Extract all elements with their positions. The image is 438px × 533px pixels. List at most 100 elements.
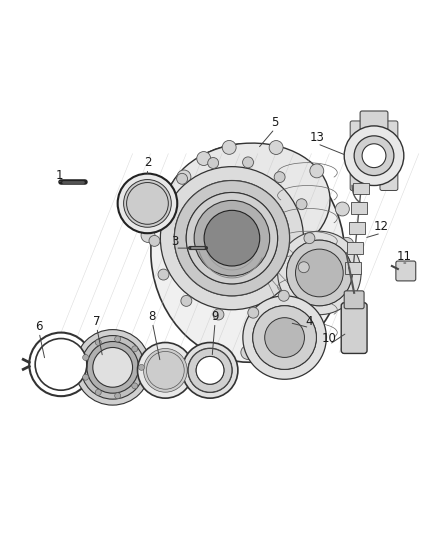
Circle shape: [124, 180, 171, 227]
Circle shape: [132, 346, 138, 352]
Circle shape: [304, 233, 315, 244]
Ellipse shape: [151, 144, 345, 362]
Circle shape: [208, 158, 219, 168]
Circle shape: [188, 349, 232, 392]
Circle shape: [160, 167, 304, 310]
Circle shape: [204, 211, 260, 266]
Circle shape: [115, 336, 120, 342]
Circle shape: [253, 306, 316, 369]
Circle shape: [87, 342, 138, 393]
Text: 5: 5: [271, 116, 278, 129]
Circle shape: [93, 348, 133, 387]
Circle shape: [158, 269, 169, 280]
Circle shape: [336, 202, 350, 216]
FancyBboxPatch shape: [347, 242, 363, 254]
FancyBboxPatch shape: [345, 262, 361, 274]
Circle shape: [265, 318, 304, 358]
FancyBboxPatch shape: [396, 261, 416, 281]
Circle shape: [174, 181, 290, 296]
Circle shape: [269, 141, 283, 155]
Circle shape: [148, 352, 183, 388]
Circle shape: [278, 231, 361, 314]
Text: 11: 11: [396, 250, 411, 263]
Circle shape: [286, 240, 352, 306]
Text: 7: 7: [93, 314, 101, 328]
FancyBboxPatch shape: [380, 173, 398, 190]
Circle shape: [182, 343, 238, 398]
Circle shape: [362, 144, 386, 168]
FancyBboxPatch shape: [360, 111, 388, 130]
Circle shape: [298, 262, 309, 273]
Circle shape: [301, 318, 315, 333]
Circle shape: [188, 349, 232, 392]
FancyBboxPatch shape: [380, 121, 398, 139]
Circle shape: [144, 349, 187, 392]
Circle shape: [81, 336, 145, 399]
Circle shape: [127, 182, 168, 224]
Circle shape: [95, 389, 101, 395]
Text: 6: 6: [35, 320, 43, 333]
FancyBboxPatch shape: [341, 303, 367, 353]
Circle shape: [156, 197, 170, 212]
Circle shape: [29, 333, 93, 396]
Circle shape: [141, 229, 155, 243]
Circle shape: [118, 174, 177, 233]
Circle shape: [186, 192, 278, 284]
Text: 12: 12: [374, 220, 389, 233]
Circle shape: [278, 290, 289, 301]
Text: 8: 8: [149, 310, 156, 322]
FancyBboxPatch shape: [350, 173, 368, 190]
Circle shape: [75, 329, 150, 405]
Circle shape: [248, 307, 259, 318]
Circle shape: [197, 151, 211, 165]
Circle shape: [83, 374, 88, 380]
Circle shape: [241, 345, 255, 359]
Circle shape: [243, 157, 254, 168]
FancyBboxPatch shape: [351, 203, 367, 214]
Text: 13: 13: [310, 131, 325, 144]
FancyBboxPatch shape: [353, 182, 369, 195]
Circle shape: [243, 296, 326, 379]
Circle shape: [323, 293, 336, 307]
Text: 4: 4: [306, 314, 313, 328]
Circle shape: [138, 365, 145, 370]
Circle shape: [149, 236, 160, 246]
Circle shape: [296, 199, 307, 209]
Text: 9: 9: [211, 310, 219, 322]
Circle shape: [196, 357, 224, 384]
Ellipse shape: [166, 143, 330, 264]
Circle shape: [155, 201, 166, 212]
Circle shape: [177, 170, 191, 184]
Circle shape: [186, 192, 278, 284]
Circle shape: [274, 337, 288, 352]
Circle shape: [127, 183, 167, 223]
Circle shape: [334, 271, 348, 285]
Circle shape: [35, 338, 87, 390]
Circle shape: [181, 295, 192, 306]
FancyBboxPatch shape: [350, 121, 368, 139]
Circle shape: [222, 140, 236, 155]
Text: 10: 10: [322, 332, 337, 344]
Circle shape: [274, 172, 285, 183]
FancyBboxPatch shape: [349, 222, 365, 234]
Circle shape: [354, 136, 394, 175]
Circle shape: [286, 240, 352, 306]
Circle shape: [213, 309, 224, 320]
Circle shape: [344, 126, 404, 185]
Text: 1: 1: [55, 168, 63, 182]
Text: 2: 2: [144, 156, 151, 168]
Circle shape: [146, 351, 184, 389]
Text: 3: 3: [172, 235, 179, 248]
Circle shape: [310, 164, 324, 178]
Circle shape: [83, 354, 88, 360]
Circle shape: [340, 238, 354, 252]
Circle shape: [253, 306, 316, 369]
Circle shape: [196, 357, 224, 384]
Circle shape: [115, 393, 120, 399]
Circle shape: [95, 340, 101, 345]
Circle shape: [177, 173, 187, 184]
Circle shape: [174, 181, 290, 296]
FancyBboxPatch shape: [344, 291, 364, 309]
Circle shape: [132, 383, 138, 389]
Circle shape: [138, 343, 193, 398]
